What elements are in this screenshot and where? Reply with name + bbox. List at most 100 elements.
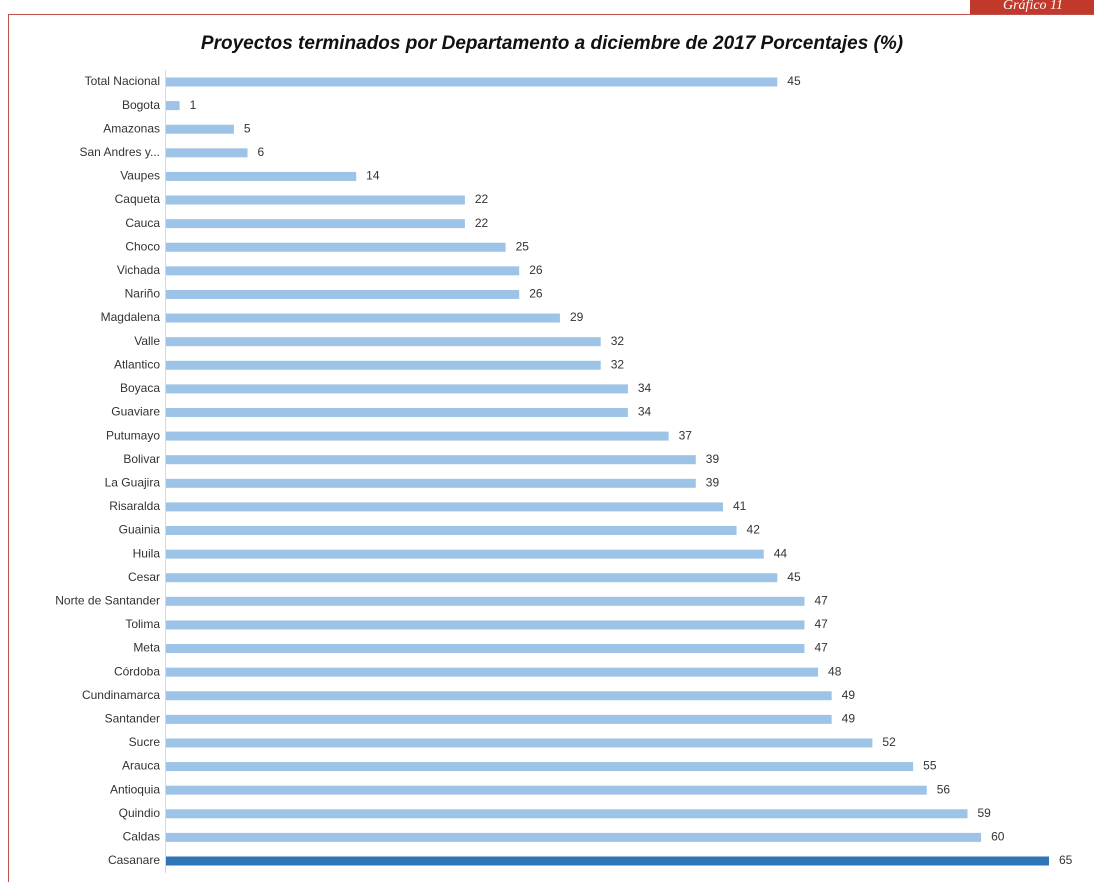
category-label: Bolivar	[123, 452, 160, 466]
value-label: 55	[923, 759, 937, 773]
bar	[166, 573, 778, 583]
value-label: 49	[842, 688, 856, 702]
bar	[166, 856, 1049, 866]
value-label: 39	[706, 452, 720, 466]
category-label: Cauca	[125, 216, 160, 230]
category-label: Vaupes	[120, 169, 160, 183]
value-label: 34	[638, 381, 652, 395]
bar	[166, 219, 465, 229]
bar	[166, 195, 465, 205]
value-label: 34	[638, 405, 652, 419]
value-label: 60	[991, 830, 1005, 844]
value-label: 47	[814, 594, 828, 608]
chart-title: Proyectos terminados por Departamento a …	[201, 33, 903, 54]
value-label: 47	[814, 641, 828, 655]
category-label: Total Nacional	[85, 74, 160, 88]
value-label: 59	[977, 806, 991, 820]
category-label: Boyaca	[120, 381, 160, 395]
bar	[166, 337, 601, 347]
bar	[166, 101, 180, 111]
bar	[166, 266, 520, 276]
value-label: 48	[828, 664, 842, 678]
category-label: Norte de Santander	[55, 594, 160, 608]
category-label: Antioquia	[110, 782, 160, 796]
bar	[166, 832, 982, 842]
value-label: 26	[529, 263, 543, 277]
value-label: 6	[258, 145, 265, 159]
category-label: Córdoba	[114, 664, 160, 678]
category-label: Guaviare	[111, 405, 160, 419]
tab-box	[970, 0, 1094, 14]
category-label: Bogota	[122, 98, 160, 112]
bar	[166, 667, 819, 677]
value-label: 44	[774, 546, 788, 560]
value-label: 32	[611, 334, 625, 348]
category-label: Sucre	[129, 735, 161, 749]
category-label: Guainia	[119, 523, 161, 537]
value-label: 41	[733, 499, 747, 513]
value-label: 32	[611, 357, 625, 371]
bar	[166, 431, 669, 441]
bar	[166, 809, 968, 819]
category-label: Caldas	[123, 830, 160, 844]
category-label: Tolima	[125, 617, 160, 631]
category-label: Magdalena	[101, 310, 161, 324]
value-label: 52	[882, 735, 896, 749]
bar	[166, 455, 696, 465]
value-label: 45	[787, 570, 801, 584]
value-label: 22	[475, 192, 489, 206]
category-label: Meta	[133, 641, 160, 655]
value-label: 42	[747, 523, 761, 537]
category-label: La Guajira	[105, 475, 161, 489]
category-label: Cesar	[128, 570, 160, 584]
category-label: Risaralda	[109, 499, 160, 513]
category-label: Huila	[133, 546, 161, 560]
bar	[166, 691, 832, 701]
category-label: Putumayo	[106, 428, 160, 442]
bar	[166, 502, 723, 512]
category-label: Nariño	[125, 287, 161, 301]
value-label: 49	[842, 712, 856, 726]
category-label: Quindio	[119, 806, 161, 820]
frame	[8, 14, 1094, 882]
bar	[166, 478, 696, 488]
bar	[166, 620, 805, 630]
bar	[166, 77, 778, 87]
bar	[166, 124, 234, 134]
value-label: 56	[937, 782, 951, 796]
value-label: 22	[475, 216, 489, 230]
bar	[166, 596, 805, 606]
category-label: Choco	[125, 239, 160, 253]
value-label: 1	[190, 98, 197, 112]
category-label: Caqueta	[115, 192, 161, 206]
category-label: Valle	[134, 334, 160, 348]
value-label: 39	[706, 475, 720, 489]
bar	[166, 384, 628, 394]
bar	[166, 171, 357, 181]
value-label: 45	[787, 74, 801, 88]
value-label: 37	[679, 428, 693, 442]
bar	[166, 407, 628, 417]
bar	[166, 785, 927, 795]
category-label: Casanare	[108, 853, 160, 867]
bar	[166, 644, 805, 654]
category-label: Cundinamarca	[82, 688, 160, 702]
value-label: 47	[814, 617, 828, 631]
bar	[166, 360, 601, 370]
category-label: Arauca	[122, 759, 160, 773]
bar	[166, 148, 248, 158]
bar	[166, 289, 520, 299]
bar	[166, 313, 560, 323]
bar	[166, 762, 914, 772]
bar	[166, 242, 506, 252]
value-label: 25	[516, 239, 530, 253]
category-label: Vichada	[117, 263, 160, 277]
bar	[166, 549, 764, 559]
bar	[166, 714, 832, 724]
value-label: 14	[366, 169, 380, 183]
category-label: Atlantico	[114, 357, 160, 371]
value-label: 29	[570, 310, 584, 324]
category-label: Amazonas	[103, 121, 160, 135]
category-label: Santander	[105, 712, 160, 726]
